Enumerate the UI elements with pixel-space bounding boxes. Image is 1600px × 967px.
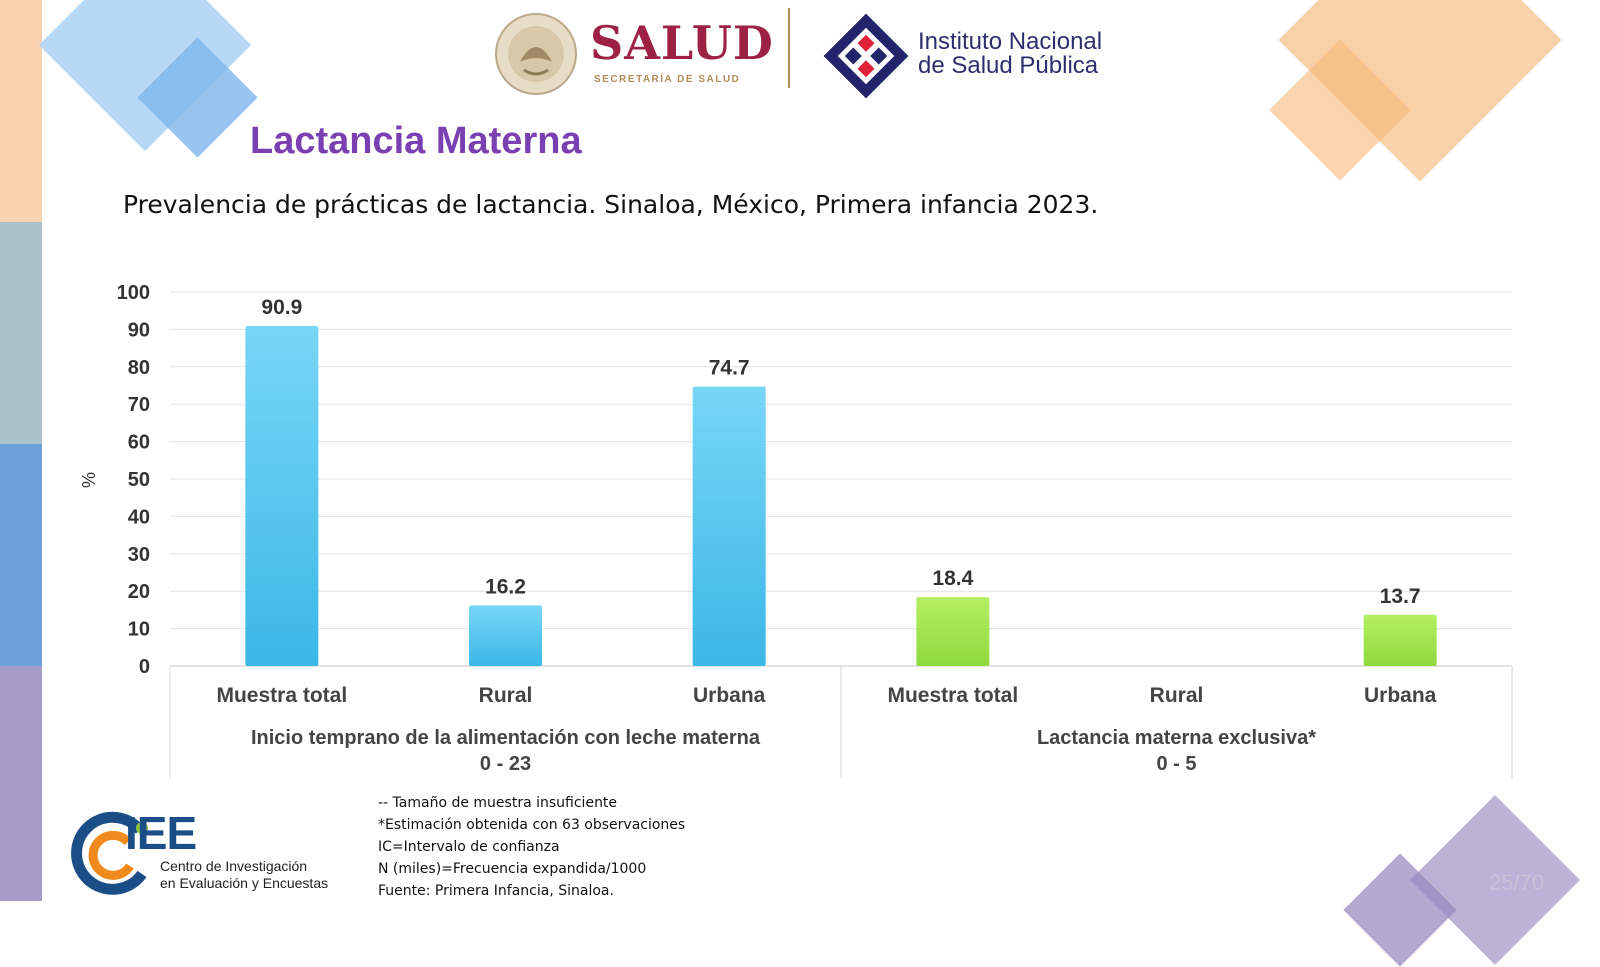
bar — [692, 386, 766, 666]
data-label: 18.4 — [932, 567, 973, 590]
insp-line2: de Salud Pública — [918, 52, 1099, 79]
y-tick-label: 0 — [139, 656, 150, 678]
data-label: 74.7 — [709, 357, 750, 380]
data-label: 90.9 — [261, 296, 302, 319]
y-tick-label: 50 — [128, 469, 150, 491]
mexico-seal-logo — [494, 12, 578, 96]
insp-line1: Instituto Nacional — [918, 28, 1103, 55]
salud-wordmark: SALUD — [590, 16, 774, 70]
y-tick-label: 90 — [128, 319, 150, 341]
ciee-acronym: IEE — [125, 807, 197, 859]
ciee-line2: en Evaluación y Encuestas — [160, 875, 329, 891]
footnote-2: *Estimación obtenida con 63 observacione… — [378, 817, 686, 833]
footnote-3: IC=Intervalo de confianza — [378, 839, 560, 855]
footnotes: -- Tamaño de muestra insuficiente *Estim… — [378, 792, 685, 902]
y-tick-label: 80 — [128, 357, 150, 379]
y-axis-label: % — [79, 472, 99, 488]
bar — [469, 605, 542, 666]
x-category-label: Muestra total — [216, 684, 347, 707]
footnote-4: N (miles)=Frecuencia expandida/1000 — [378, 861, 647, 877]
bar-chart: 0 10 20 30 40 50 60 70 80 90 100 90.9 Muestra total 1… — [79, 282, 1513, 778]
insp-name: Instituto Nacional de Salud Pública — [918, 30, 1102, 78]
footnote-5: Fuente: Primera Infancia, Sinaloa. — [378, 883, 614, 899]
ciee-logo-mark — [70, 808, 160, 898]
group-range-label: 0 - 5 — [1156, 753, 1196, 775]
bar — [1363, 614, 1437, 666]
left-strip-purple — [0, 666, 42, 901]
page-subtitle: Prevalencia de prácticas de lactancia. S… — [123, 190, 1099, 219]
x-category-label: Urbana — [693, 684, 766, 707]
left-strip-grey — [0, 222, 42, 444]
group-range-label: 0 - 23 — [480, 753, 531, 775]
y-tick-label: 70 — [128, 394, 150, 416]
ciee-line1: Centro de Investigación — [160, 858, 308, 874]
insp-logo — [818, 8, 914, 104]
header-divider — [788, 8, 790, 88]
y-tick-label: 10 — [128, 619, 150, 641]
bar — [245, 326, 319, 666]
left-strip-blue — [0, 444, 42, 666]
x-category-label: Urbana — [1364, 684, 1437, 707]
y-tick-label: 30 — [128, 544, 150, 566]
page-title: Lactancia Materna — [250, 120, 582, 162]
x-category-label: Muestra total — [887, 684, 1018, 707]
data-label: 16.2 — [485, 575, 526, 598]
ciee-name: Centro de Investigación en Evaluación y … — [160, 858, 328, 892]
left-strip-peach — [0, 0, 42, 222]
group-label: Inicio temprano de la alimentación con l… — [251, 727, 761, 749]
y-tick-label: 60 — [128, 432, 150, 454]
x-category-label: Rural — [1150, 684, 1204, 707]
data-label: 13.7 — [1380, 585, 1421, 608]
group-label: Lactancia materna exclusiva* — [1037, 727, 1316, 749]
x-category-label: Rural — [479, 684, 533, 707]
page-number: 25/70 — [1489, 870, 1545, 895]
footnote-1: -- Tamaño de muestra insuficiente — [378, 795, 618, 811]
bar — [916, 597, 990, 666]
y-tick-label: 40 — [128, 506, 150, 528]
y-tick-label: 20 — [128, 581, 150, 603]
y-tick-label: 100 — [117, 282, 150, 304]
salud-subtitle: SECRETARÍA DE SALUD — [594, 74, 741, 85]
